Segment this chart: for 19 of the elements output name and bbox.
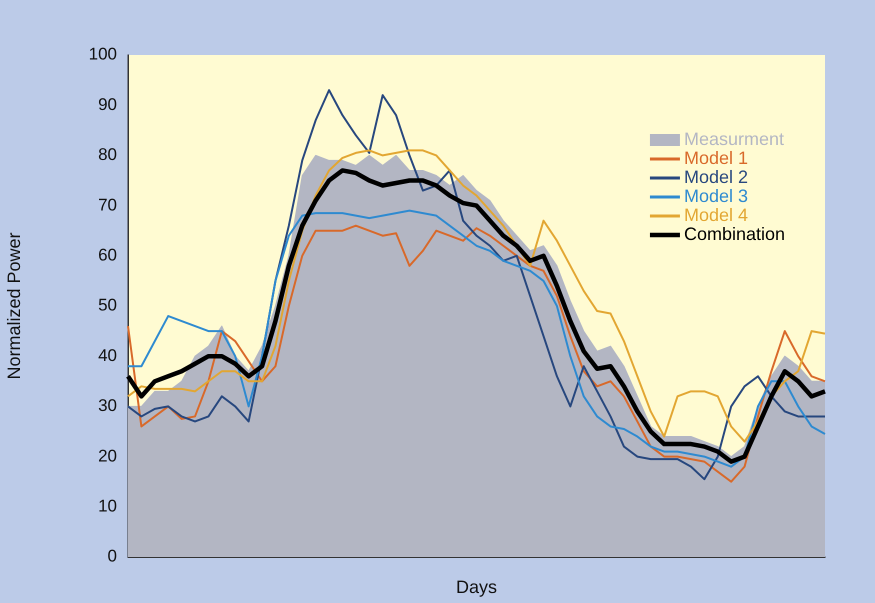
legend-label: Model 3 — [684, 186, 748, 206]
y-tick-label: 100 — [88, 44, 117, 64]
y-tick-label: 50 — [98, 296, 117, 315]
y-tick-label: 30 — [98, 396, 117, 416]
legend-label: Combination — [684, 224, 786, 244]
y-tick-label: 0 — [108, 546, 117, 566]
y-tick-label: 70 — [98, 195, 117, 214]
legend-label: Measurment — [684, 128, 784, 149]
legend-label: Model 1 — [684, 148, 748, 168]
y-tick-label: 40 — [98, 346, 117, 365]
legend-label: Model 4 — [684, 204, 748, 225]
y-tick-label: 10 — [98, 496, 117, 516]
y-tick-label: 60 — [98, 245, 117, 264]
y-axis-title: Normalized Power — [4, 232, 24, 380]
y-tick-label: 20 — [98, 446, 117, 466]
y-tick-label: 80 — [98, 145, 117, 164]
legend-label: Model 2 — [684, 166, 748, 187]
y-tick-label: 90 — [98, 94, 117, 114]
x-axis-title: Days — [456, 577, 498, 598]
